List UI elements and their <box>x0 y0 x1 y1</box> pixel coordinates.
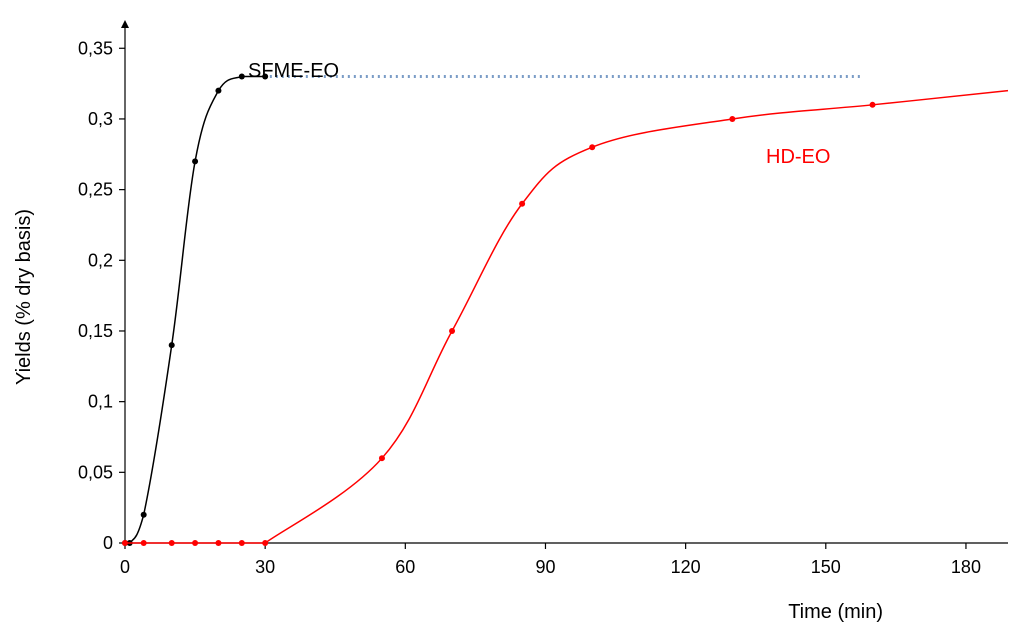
data-point-sfme-eo <box>140 511 147 518</box>
x-tick-label: 0 <box>120 557 130 577</box>
data-point-hd-eo <box>378 455 385 462</box>
y-tick-label: 0,25 <box>78 180 113 200</box>
y-tick-label: 0,3 <box>88 109 113 129</box>
series-line-hd-eo <box>264 89 1009 544</box>
data-point-sfme-eo <box>238 73 245 80</box>
data-point-sfme-eo <box>262 73 269 80</box>
x-axis-title: Time (min) <box>788 601 883 623</box>
data-point-hd-eo <box>215 540 222 546</box>
data-point-hd-eo <box>869 101 876 108</box>
y-tick-label: 0,15 <box>78 321 113 341</box>
data-point-hd-eo <box>262 540 269 546</box>
y-tick-label: 0,2 <box>88 250 113 270</box>
x-tick-label: 90 <box>535 557 555 577</box>
data-point-sfme-eo <box>168 342 175 349</box>
data-point-hd-eo <box>192 540 199 546</box>
series-label-hd-eo: HD-EO <box>766 146 830 168</box>
data-point-hd-eo <box>140 540 147 546</box>
data-point-hd-eo <box>168 540 175 546</box>
series-label-sfme-eo: SFME-EO <box>248 60 339 82</box>
series-line-sfme-eo <box>124 75 266 544</box>
data-point-hd-eo <box>589 144 596 151</box>
data-point-hd-eo <box>122 540 128 546</box>
data-point-sfme-eo <box>192 158 199 165</box>
data-point-hd-eo <box>449 327 456 334</box>
x-tick-label: 60 <box>395 557 415 577</box>
y-tick-label: 0 <box>103 533 113 553</box>
data-point-hd-eo <box>729 115 736 122</box>
x-tick-label: 120 <box>671 557 701 577</box>
y-axis-arrow <box>121 20 129 28</box>
y-tick-label: 0,1 <box>88 392 113 412</box>
axes <box>121 20 1008 545</box>
ticks: 0 0,05 0,1 0,15 0,2 0,25 0,3 0,35 0 30 60 90 120 150 1… <box>78 38 981 577</box>
data-point-sfme-eo <box>215 87 222 94</box>
data-point-hd-eo <box>519 200 526 207</box>
x-tick-label: 180 <box>951 557 981 577</box>
y-axis-title: Yields (% dry basis) <box>13 209 35 385</box>
series-layer <box>122 73 1009 546</box>
x-tick-label: 150 <box>811 557 841 577</box>
data-point-hd-eo <box>238 540 245 546</box>
x-tick-label: 30 <box>255 557 275 577</box>
y-tick-label: 0,35 <box>78 38 113 58</box>
y-tick-label: 0,05 <box>78 462 113 482</box>
